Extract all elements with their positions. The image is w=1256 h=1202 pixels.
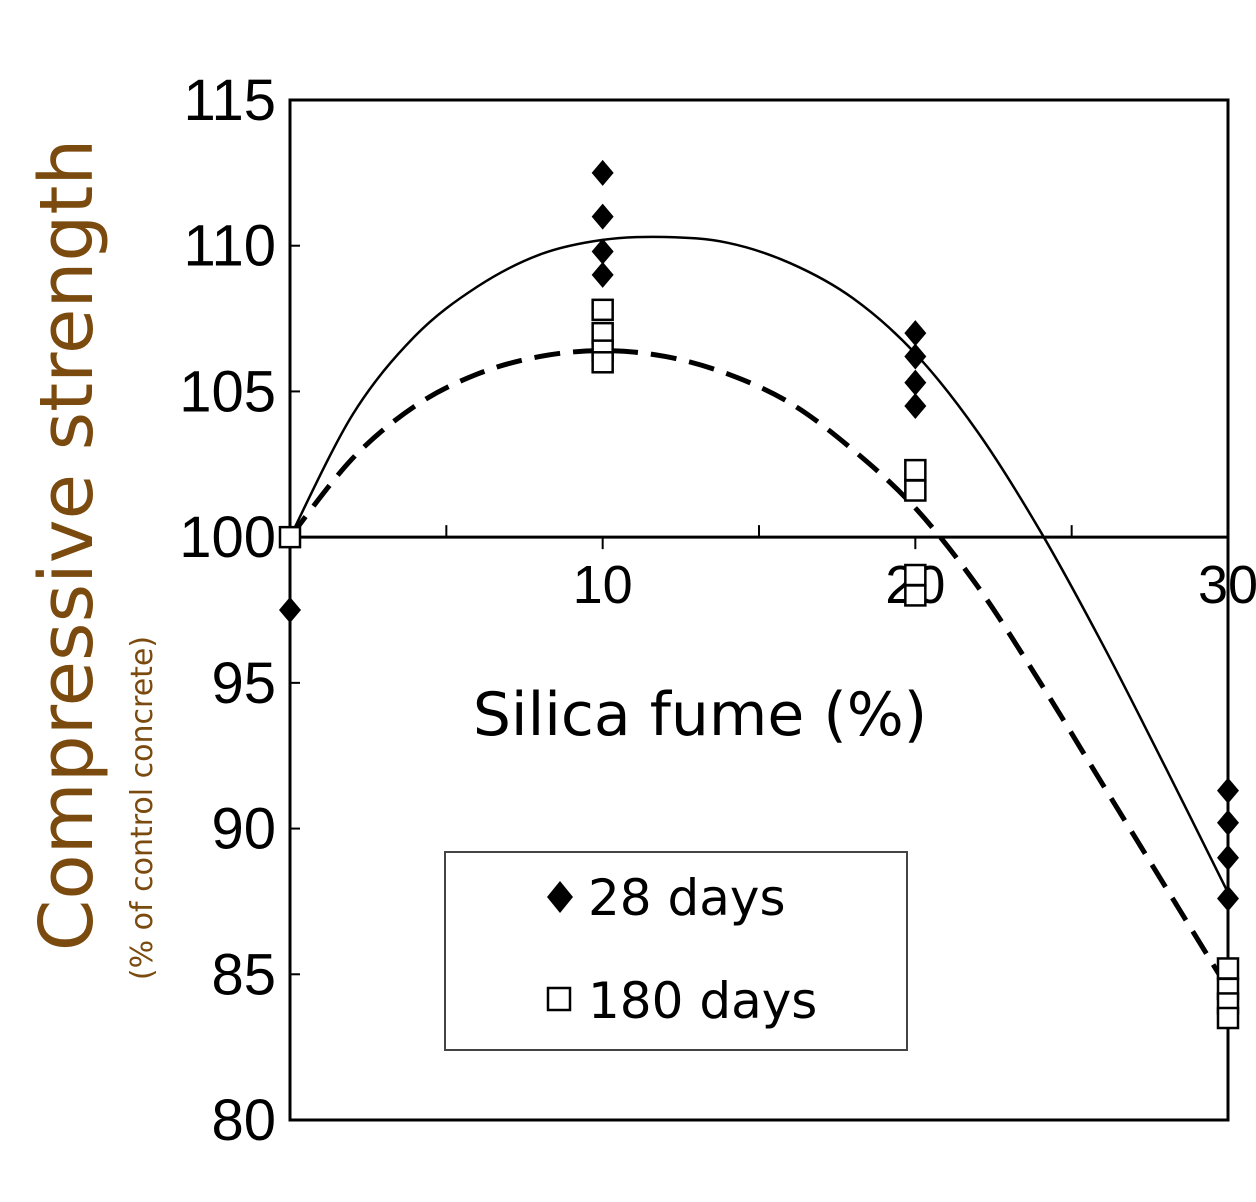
x-tick-label: 30 [1198, 555, 1256, 615]
data-point-28-days [904, 343, 927, 370]
data-point-28-days [591, 203, 614, 230]
x-tick-label: 10 [573, 555, 633, 615]
data-markers-layer [278, 159, 1240, 1030]
data-point-180-days [904, 563, 927, 587]
data-point-28-days [904, 369, 927, 396]
data-point-180-days [591, 351, 614, 374]
y-tick-label: 110 [184, 214, 276, 279]
plot-frame-layer: 80859095100105110115102030 [179, 68, 1256, 1153]
legend: 28 days 180 days [444, 851, 908, 1051]
data-point-28-days [1217, 885, 1239, 912]
data-point-28-days [591, 261, 614, 288]
y-tick-label: 105 [179, 359, 276, 424]
data-point-28-days [1217, 844, 1239, 871]
data-point-180-days [591, 298, 614, 322]
legend-diamond-icon [547, 881, 573, 913]
y-tick-label: 90 [211, 797, 276, 862]
y-tick-label: 115 [184, 68, 276, 133]
data-point-180-days [904, 458, 927, 482]
data-point-28-days [1217, 809, 1239, 836]
trend-lines-layer [288, 235, 1231, 991]
data-point-28-days [904, 320, 927, 347]
trend-line-28-days [288, 235, 1230, 894]
y-tick-label: 80 [211, 1088, 276, 1153]
data-point-28-days [904, 393, 927, 419]
y-axis-label: Compressive strength [24, 139, 110, 952]
trend-line-180-days [288, 348, 1231, 991]
data-point-28-days [279, 597, 301, 623]
data-point-28-days [1217, 777, 1239, 804]
data-point-180-days [904, 479, 927, 502]
y-tick-label: 95 [211, 651, 276, 716]
x-axis-label: Silica fume (%) [473, 680, 927, 750]
data-point-180-days [1216, 1006, 1240, 1030]
y-tick-label: 100 [179, 505, 276, 570]
data-point-180-days [1216, 957, 1240, 980]
data-point-28-days [591, 159, 614, 186]
y-tick-label: 85 [211, 942, 276, 1007]
y-axis-sublabel: (% of control concrete) [125, 636, 160, 980]
legend-label-28-days: 28 days [588, 869, 786, 927]
axis-labels-layer: Compressive strength (% of control concr… [24, 139, 927, 980]
data-point-180-days [278, 525, 302, 549]
data-point-180-days [904, 584, 927, 607]
legend-square-icon [546, 986, 572, 1012]
legend-box [444, 851, 908, 1051]
data-point-28-days [591, 238, 614, 265]
legend-label-180-days: 180 days [588, 972, 817, 1030]
